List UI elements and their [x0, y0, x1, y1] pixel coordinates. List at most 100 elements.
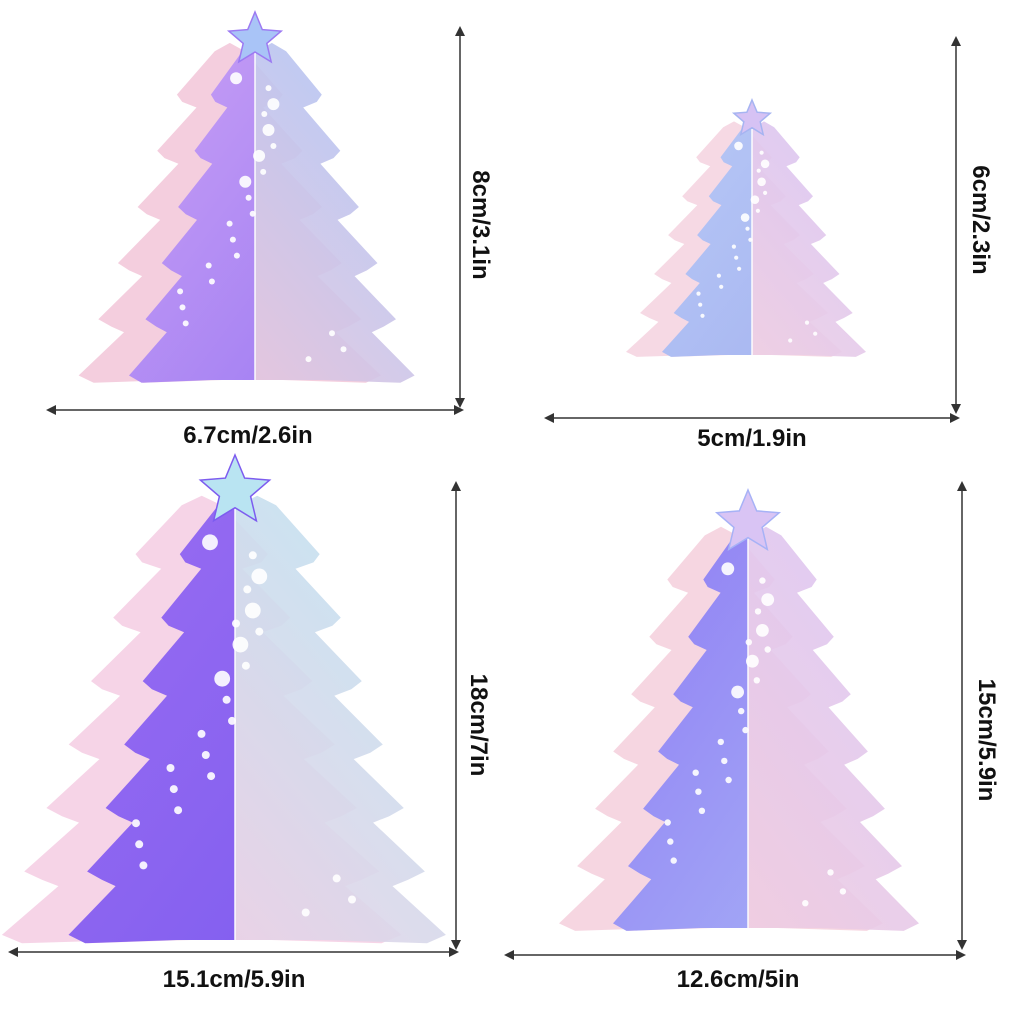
- tree-hole: [759, 577, 766, 584]
- tree-hole: [301, 908, 310, 917]
- tree-hole: [695, 788, 702, 795]
- tree-image: [626, 98, 866, 357]
- tree-hole: [197, 729, 206, 738]
- tree-image: [78, 10, 415, 383]
- height-arrow: [951, 36, 961, 414]
- tree-hole: [748, 237, 753, 242]
- tree-hole: [243, 585, 252, 594]
- tree-hole: [734, 141, 743, 151]
- width-arrow: [46, 405, 464, 415]
- width-label: 5cm/1.9in: [697, 425, 807, 452]
- tree-hole: [813, 331, 818, 336]
- product-panel-small: 6.7cm/2.6in 8cm/3.1in: [0, 0, 510, 460]
- tree-hole: [228, 716, 236, 725]
- tree-hole: [139, 861, 148, 870]
- tree-hole: [788, 338, 793, 343]
- tree-hole: [719, 284, 724, 289]
- tree-image: [559, 488, 919, 931]
- tree-hole: [135, 840, 144, 849]
- tree-hole: [222, 695, 231, 704]
- width-arrow: [8, 947, 459, 957]
- tree-hole: [205, 262, 212, 269]
- tree-hole: [738, 707, 745, 715]
- tree-hole: [746, 654, 759, 668]
- tree-hole: [731, 685, 744, 699]
- tree-hole: [214, 670, 231, 687]
- height-label: 18cm/7in: [465, 673, 492, 777]
- height-label: 6cm/2.3in: [967, 165, 994, 275]
- star-icon: [226, 10, 284, 64]
- tree-hole: [232, 636, 249, 653]
- tree-hole: [756, 168, 761, 173]
- tree-front-layer: [68, 495, 235, 944]
- tree-hole: [740, 213, 750, 222]
- star-icon: [198, 453, 272, 523]
- tree-hole: [698, 302, 703, 307]
- tree-hole: [267, 98, 280, 111]
- tree-hole: [265, 85, 272, 92]
- tree-hole: [182, 320, 189, 327]
- tree-hole: [721, 562, 735, 576]
- product-panel-mini: 5cm/1.9in 6cm/2.3in: [510, 0, 1020, 460]
- tree-hole: [245, 194, 252, 201]
- tree-hole: [177, 288, 184, 295]
- tree-hole: [754, 608, 762, 615]
- star-icon: [714, 488, 782, 551]
- tree-hole: [270, 143, 277, 149]
- product-panel-medium: 12.6cm/5in 15cm/5.9in: [504, 460, 1020, 1020]
- tree-hole: [201, 751, 210, 759]
- tree-hole: [760, 159, 770, 169]
- tree-hole: [734, 255, 739, 260]
- tree-image: [1, 453, 446, 944]
- tree-hole: [348, 895, 356, 904]
- tree-hole: [208, 278, 215, 285]
- tree-front-layer: [662, 121, 752, 357]
- tree-hole: [329, 330, 335, 337]
- tree-front-layer: [129, 42, 255, 383]
- tree-hole: [202, 534, 218, 551]
- tree-hole: [716, 273, 721, 278]
- tree-hole: [305, 356, 312, 363]
- tree-hole: [230, 72, 243, 85]
- tree-hole: [737, 266, 742, 271]
- tree-hole: [255, 627, 264, 636]
- height-arrow: [455, 26, 465, 408]
- tree-hole: [745, 226, 750, 231]
- tree-hole: [670, 857, 677, 864]
- tree-hole: [692, 769, 699, 776]
- tree-hole: [244, 602, 261, 619]
- tree-hole: [827, 869, 834, 876]
- tree-hole: [756, 624, 769, 637]
- height-arrow: [957, 481, 967, 950]
- tree-hole: [664, 819, 671, 826]
- tree-hole: [696, 291, 701, 296]
- tree-hole: [179, 304, 186, 311]
- tree-hole: [253, 149, 266, 162]
- tree-hole: [229, 236, 236, 243]
- width-label: 6.7cm/2.6in: [183, 422, 313, 449]
- tree-hole: [721, 757, 728, 765]
- tree-hole: [340, 346, 347, 353]
- width-arrow: [544, 413, 960, 423]
- tree-hole: [232, 619, 240, 628]
- width-arrow: [504, 950, 966, 960]
- product-panel-large: 15.1cm/5.9in 18cm/7in: [0, 453, 510, 1020]
- tree-hole: [742, 726, 749, 734]
- tree-hole: [251, 568, 268, 585]
- tree-hole: [804, 320, 810, 325]
- tree-hole: [233, 252, 240, 259]
- tree-hole: [241, 661, 250, 670]
- tree-hole: [248, 551, 257, 560]
- tree-hole: [332, 874, 341, 883]
- tree-hole: [249, 210, 256, 217]
- tree-hole: [755, 208, 760, 213]
- tree-hole: [802, 900, 809, 907]
- tree-hole: [169, 785, 178, 794]
- width-label: 12.6cm/5in: [676, 966, 800, 993]
- tree-hole: [731, 244, 736, 249]
- tree-hole: [700, 313, 705, 318]
- height-label: 8cm/3.1in: [467, 170, 494, 280]
- tree-hole: [260, 168, 267, 175]
- tree-hole: [166, 764, 175, 772]
- tree-hole: [750, 195, 760, 204]
